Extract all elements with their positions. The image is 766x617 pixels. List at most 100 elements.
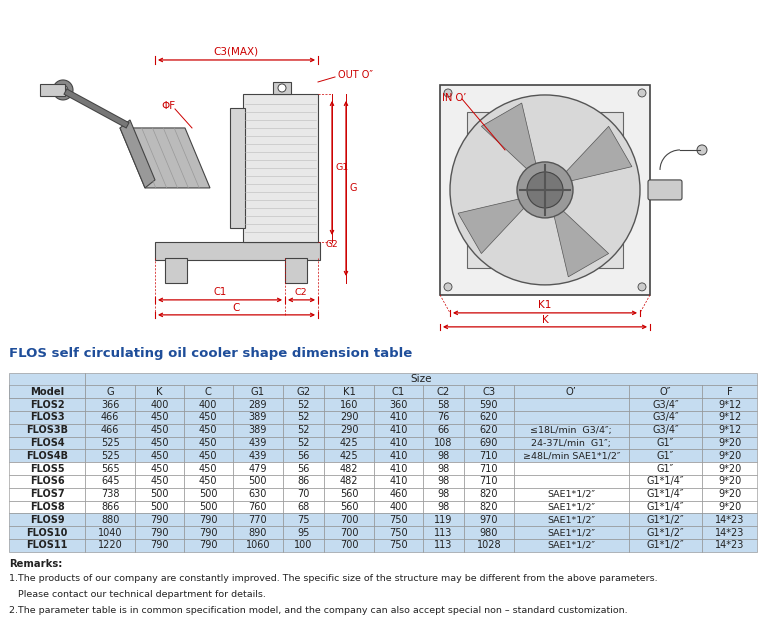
Text: G1*1/4″: G1*1/4″ (647, 489, 684, 499)
Text: 450: 450 (199, 451, 218, 461)
Text: C2: C2 (437, 387, 450, 397)
Bar (514, 500, 629, 513)
Bar (136, 488, 184, 500)
Text: FLOS4: FLOS4 (30, 438, 64, 448)
Text: 560: 560 (340, 489, 358, 499)
Text: FLOS9: FLOS9 (30, 515, 64, 525)
Text: 700: 700 (340, 515, 358, 525)
Bar (233, 500, 283, 513)
Bar (9, 411, 85, 424)
Bar (184, 539, 233, 552)
Text: 360: 360 (389, 400, 408, 410)
Bar (9, 398, 85, 411)
Bar (324, 513, 375, 526)
Bar (233, 386, 283, 398)
Bar (463, 449, 514, 462)
Text: G1: G1 (250, 387, 265, 397)
Text: 52: 52 (297, 438, 309, 448)
Text: 738: 738 (101, 489, 119, 499)
Bar (155, 242, 320, 260)
Bar (423, 513, 463, 526)
Text: G1*1/2″: G1*1/2″ (647, 540, 684, 550)
Polygon shape (120, 120, 155, 188)
Bar (629, 398, 702, 411)
Text: G1*1/4″: G1*1/4″ (647, 476, 684, 486)
Bar (375, 398, 423, 411)
Bar (233, 513, 283, 526)
Text: Model: Model (30, 387, 64, 397)
Text: 820: 820 (480, 489, 498, 499)
Text: 9*20: 9*20 (718, 438, 741, 448)
Text: 1220: 1220 (98, 540, 123, 550)
Bar (423, 526, 463, 539)
Text: 14*23: 14*23 (715, 515, 745, 525)
Bar (324, 449, 375, 462)
Bar (375, 437, 423, 449)
Text: 425: 425 (339, 451, 358, 461)
Text: 290: 290 (340, 425, 358, 435)
Bar (324, 526, 375, 539)
Text: FLOS10: FLOS10 (26, 528, 67, 537)
Text: 410: 410 (389, 476, 408, 486)
Bar (629, 500, 702, 513)
Text: G3/4″: G3/4″ (652, 412, 679, 423)
Bar (9, 462, 85, 475)
Text: 14*23: 14*23 (715, 528, 745, 537)
Text: 645: 645 (101, 476, 119, 486)
Text: 790: 790 (150, 540, 169, 550)
Text: 75: 75 (297, 515, 309, 525)
Text: FLOS3B: FLOS3B (26, 425, 68, 435)
Circle shape (444, 89, 452, 97)
Text: 439: 439 (248, 438, 267, 448)
Bar (375, 424, 423, 437)
Text: 565: 565 (101, 463, 119, 474)
Bar (702, 449, 757, 462)
Bar (702, 488, 757, 500)
Polygon shape (550, 199, 609, 277)
Bar (423, 475, 463, 488)
Text: SAE1*1/2″: SAE1*1/2″ (548, 541, 595, 550)
Bar (9, 424, 85, 437)
Text: SAE1*1/2″: SAE1*1/2″ (548, 515, 595, 524)
Text: C1: C1 (214, 287, 227, 297)
Text: C2: C2 (295, 288, 307, 297)
Text: 389: 389 (248, 412, 267, 423)
Bar (85, 398, 136, 411)
Bar (85, 462, 136, 475)
Text: 52: 52 (297, 425, 309, 435)
Text: 66: 66 (437, 425, 450, 435)
Text: 700: 700 (340, 528, 358, 537)
Bar (85, 539, 136, 552)
Text: 410: 410 (389, 463, 408, 474)
Bar (233, 462, 283, 475)
Text: 9*20: 9*20 (718, 489, 741, 499)
Text: 500: 500 (199, 502, 218, 512)
Bar (85, 526, 136, 539)
Bar (423, 449, 463, 462)
Bar (514, 488, 629, 500)
Text: 760: 760 (248, 502, 267, 512)
Text: 970: 970 (480, 515, 498, 525)
Text: O’: O’ (566, 387, 577, 397)
Text: G: G (106, 387, 114, 397)
Bar (324, 539, 375, 552)
Bar (514, 398, 629, 411)
Text: 108: 108 (434, 438, 453, 448)
Polygon shape (481, 103, 540, 181)
Bar (463, 526, 514, 539)
Bar (629, 539, 702, 552)
Bar (184, 500, 233, 513)
Bar (85, 500, 136, 513)
Bar (375, 539, 423, 552)
Bar (9, 488, 85, 500)
Text: FLOS4B: FLOS4B (26, 451, 68, 461)
Text: Remarks:: Remarks: (9, 558, 63, 569)
Bar (423, 411, 463, 424)
Text: 76: 76 (437, 412, 450, 423)
Text: G: G (349, 183, 356, 193)
Bar (375, 449, 423, 462)
Text: 2.The parameter table is in common specification model, and the company can also: 2.The parameter table is in common speci… (9, 606, 628, 615)
Bar (423, 539, 463, 552)
Circle shape (444, 283, 452, 291)
Bar (184, 513, 233, 526)
